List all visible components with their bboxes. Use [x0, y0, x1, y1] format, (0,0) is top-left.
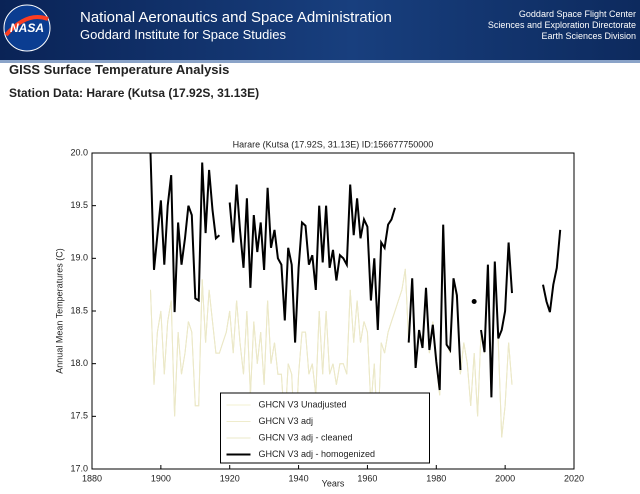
x-tick-label: 1880 — [82, 473, 102, 483]
series-line — [480, 242, 513, 398]
chart-title: Harare (Kutsa (17.92S, 31.13E) ID:156677… — [233, 139, 434, 149]
x-tick-label: 1920 — [220, 473, 240, 483]
y-tick-label: 19.0 — [70, 253, 88, 263]
series-line — [228, 184, 396, 343]
data-point — [471, 299, 477, 305]
legend-label: GHCN V3 adj — [259, 416, 314, 426]
x-tick-label: 1940 — [289, 473, 309, 483]
agency-name[interactable]: National Aeronautics and Space Administr… — [80, 9, 392, 26]
y-tick-label: 17.0 — [70, 463, 88, 473]
y-tick-label: 18.0 — [70, 358, 88, 368]
y-tick-label: 20.0 — [70, 147, 88, 157]
series-line — [542, 229, 562, 313]
page-subheading: Station Data: Harare (Kutsa (17.92S, 31.… — [9, 86, 260, 100]
site-header: NASA National Aeronautics and Space Admi… — [0, 0, 640, 63]
logo-text: NASA — [10, 21, 44, 35]
x-tick-label: 2000 — [495, 473, 515, 483]
y-axis-label: Annual Mean Temperatures (C) — [54, 248, 64, 373]
institute-name[interactable]: Goddard Institute for Space Studies — [80, 27, 286, 42]
legend-label: GHCN V3 adj - homogenized — [259, 449, 376, 459]
series-line — [407, 224, 462, 391]
legend-label: GHCN V3 adj - cleaned — [259, 432, 353, 442]
x-tick-label: 1980 — [426, 473, 446, 483]
legend-label: GHCN V3 Unadjusted — [259, 399, 347, 409]
center-info: Goddard Space Flight Center Sciences and… — [488, 9, 636, 42]
center-line[interactable]: Sciences and Exploration Directorate — [487, 20, 636, 30]
legend-box — [220, 392, 430, 464]
y-tick-label: 19.5 — [70, 200, 88, 210]
page-heading: GISS Surface Temperature Analysis — [9, 62, 230, 77]
chart: Harare (Kutsa (17.92S, 31.13E) ID:156677… — [54, 139, 584, 488]
y-tick-label: 18.5 — [70, 305, 88, 315]
nasa-logo[interactable]: NASA — [2, 3, 52, 53]
series-line — [149, 152, 221, 313]
center-line[interactable]: Goddard Space Flight Center — [518, 9, 636, 19]
y-tick-label: 17.5 — [70, 411, 88, 421]
x-axis-label: Years — [322, 478, 345, 488]
x-tick-label: 2020 — [564, 473, 584, 483]
center-line[interactable]: Earth Sciences Division — [541, 31, 636, 41]
x-tick-label: 1960 — [357, 473, 377, 483]
x-tick-label: 1900 — [151, 473, 171, 483]
